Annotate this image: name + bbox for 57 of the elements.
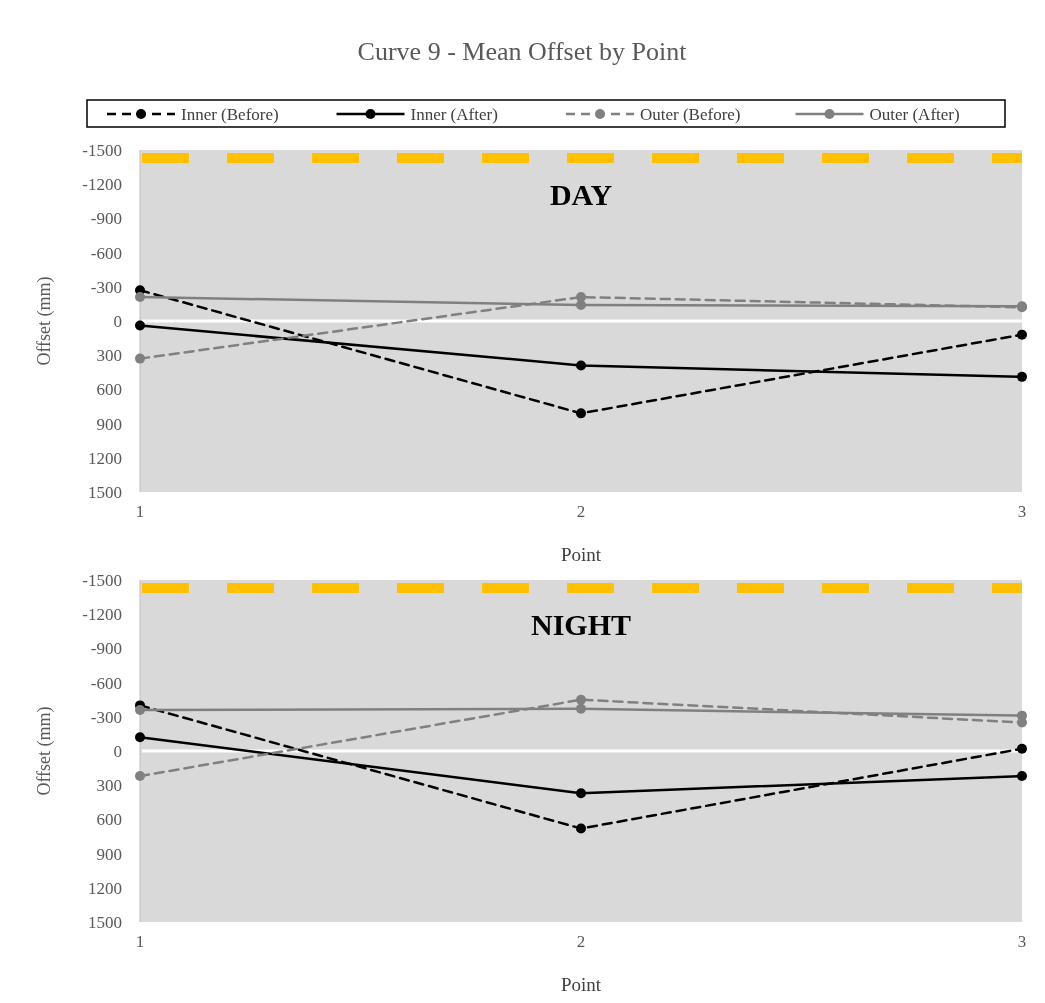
point [135,292,145,303]
point [576,300,586,311]
point [1017,710,1027,721]
y-tick-label: 900 [96,844,122,864]
legend-label: Outer (Before) [640,104,741,124]
y-tick-label: 1200 [88,448,122,468]
point [1017,371,1027,382]
y-tick-label: 1500 [88,482,122,502]
y-tick-label: 300 [96,776,122,796]
point [1017,743,1027,754]
point [135,771,145,782]
point [576,360,586,371]
point [135,732,145,743]
x-tick-label: 1 [135,932,145,951]
x-tick-label: 3 [1017,932,1027,951]
point [1017,771,1027,782]
legend-label: Inner (Before) [181,104,279,124]
y-axis-title: Offset (mm) [34,706,55,796]
y-tick-label: -1200 [82,605,122,625]
y-axis-title: Offset (mm) [34,276,55,366]
point [576,788,586,799]
y-tick-label: -1500 [82,570,122,590]
annotation: NIGHT [530,608,632,641]
y-tick-label: 600 [96,380,122,400]
y-tick-label: -1200 [82,175,122,195]
point [576,823,586,834]
point [1017,329,1027,340]
x-tick-label: 2 [576,932,586,951]
y-tick-label: -300 [90,707,122,727]
chart-title: Curve 9 - Mean Offset by Point [357,37,688,66]
x-tick-label: 1 [135,502,145,521]
y-tick-label: -900 [90,639,122,659]
y-tick-label: 1500 [88,912,122,932]
y-tick-label: 300 [96,346,122,366]
y-tick-label: 0 [113,311,122,331]
x-tick-label: 3 [1017,502,1027,521]
point [135,353,145,364]
y-tick-label: -300 [90,277,122,297]
y-tick-label: 0 [113,741,122,761]
point [576,408,586,419]
x-axis-title: Point [560,544,602,565]
y-tick-label: -600 [90,673,122,693]
point [135,704,145,715]
x-tick-label: 2 [576,502,586,521]
legend-label: Inner (After) [410,104,498,124]
point [576,703,586,714]
x-axis-title: Point [560,974,602,995]
point [576,694,586,705]
y-tick-label: -1500 [82,140,122,160]
y-tick-label: -600 [90,243,122,263]
y-tick-label: -900 [90,209,122,229]
y-tick-label: 1200 [88,878,122,898]
point [135,320,145,331]
y-tick-label: 900 [96,414,122,434]
y-tick-label: 600 [96,810,122,830]
annotation: DAY [549,178,613,211]
legend-label: Outer (After) [869,104,960,124]
